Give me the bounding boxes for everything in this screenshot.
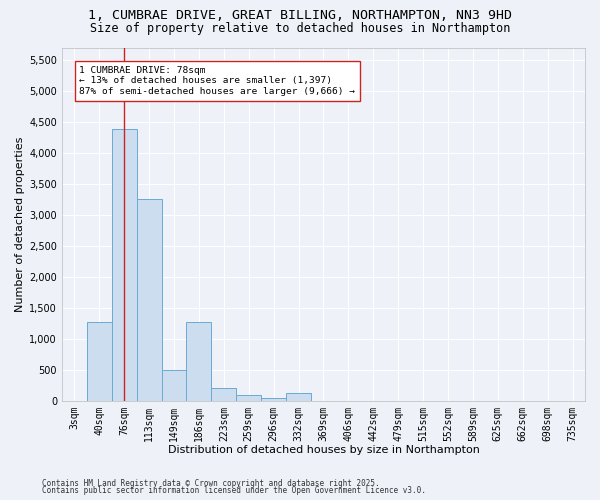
Bar: [161, 370, 187, 400]
Text: 1, CUMBRAE DRIVE, GREAT BILLING, NORTHAMPTON, NN3 9HD: 1, CUMBRAE DRIVE, GREAT BILLING, NORTHAM…: [88, 9, 512, 22]
Text: Size of property relative to detached houses in Northampton: Size of property relative to detached ho…: [90, 22, 510, 35]
Bar: [187, 322, 211, 400]
Bar: [261, 398, 286, 400]
Bar: [112, 130, 137, 400]
Bar: [87, 322, 112, 400]
Bar: [286, 392, 311, 400]
X-axis label: Distribution of detached houses by size in Northampton: Distribution of detached houses by size …: [167, 445, 479, 455]
Y-axis label: Number of detached properties: Number of detached properties: [15, 136, 25, 312]
Bar: [137, 200, 161, 400]
Text: Contains public sector information licensed under the Open Government Licence v3: Contains public sector information licen…: [42, 486, 426, 495]
Text: 1 CUMBRAE DRIVE: 78sqm
← 13% of detached houses are smaller (1,397)
87% of semi-: 1 CUMBRAE DRIVE: 78sqm ← 13% of detached…: [79, 66, 355, 96]
Bar: [236, 394, 261, 400]
Bar: [211, 388, 236, 400]
Text: Contains HM Land Registry data © Crown copyright and database right 2025.: Contains HM Land Registry data © Crown c…: [42, 478, 380, 488]
